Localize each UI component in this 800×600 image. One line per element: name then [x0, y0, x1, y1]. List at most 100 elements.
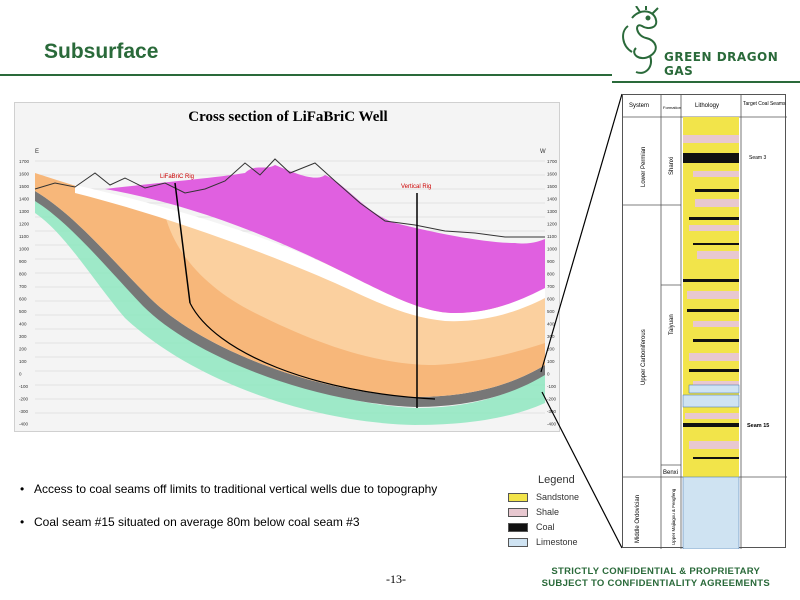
axis-tick-label: 1500 [19, 184, 30, 189]
cross-section-diagram: Cross section of LiFaBriC Well [14, 102, 560, 432]
strat-column-plot: System Formation Lithology Target Coal S… [623, 95, 787, 550]
axis-tick-label: 1600 [547, 172, 558, 177]
page-number: -13- [386, 572, 406, 586]
logo-wordmark: GREEN DRAGON GAS [664, 50, 779, 78]
limestone-swatch [508, 537, 528, 547]
header-target-seams: Target Coal Seams [743, 101, 786, 107]
legend-label: Sandstone [536, 492, 580, 502]
axis-tick-label: 300 [19, 334, 27, 339]
bullet-item: Coal seam #15 situated on average 80m be… [20, 515, 490, 530]
lifabric-rig-label: LiFaBriC Rig [160, 174, 194, 180]
formation-taiyuan: Taiyuan [669, 314, 675, 335]
axis-tick-label: 1200 [19, 222, 30, 227]
confidential-line-1: STRICTLY CONFIDENTIAL & PROPRIETARY [551, 566, 761, 577]
axis-tick-label: 800 [547, 272, 555, 277]
bullet-item: Access to coal seams off limits to tradi… [20, 482, 490, 497]
formation-benxi: Benxi [663, 470, 678, 476]
shale-swatch [508, 507, 528, 517]
axis-tick-label: 1700 [547, 159, 558, 164]
legend-label: Limestone [536, 537, 578, 547]
axis-tick-label: 1500 [547, 184, 558, 189]
teal-layer [35, 198, 545, 425]
legend-item-sandstone: Sandstone [508, 490, 620, 504]
axis-tick-label: 900 [547, 259, 555, 264]
axis-tick-label: 100 [547, 359, 555, 364]
legend-item-limestone: Limestone [508, 535, 620, 549]
axis-tick-label: 700 [547, 284, 555, 289]
axis-tick-label: 400 [547, 322, 555, 327]
axis-tick-label: 500 [547, 309, 555, 314]
axis-tick-label: 1300 [19, 209, 30, 214]
legend-label: Coal [536, 522, 555, 532]
dragon-logo [622, 6, 659, 74]
axis-tick-label: 1000 [547, 247, 558, 252]
axis-tick-label: -200 [19, 397, 29, 402]
bullet-list: Access to coal seams off limits to tradi… [20, 482, 490, 548]
axis-tick-label: 1100 [547, 234, 557, 239]
axis-tick-label: 900 [19, 259, 27, 264]
lifabric-well-line [174, 182, 191, 304]
axis-tick-label: 0 [19, 372, 22, 377]
system-lower-permian: Lower Permian [641, 147, 647, 187]
axis-tick-label: -400 [547, 422, 557, 427]
coal-band [35, 191, 545, 407]
axis-tick-label: -400 [19, 422, 29, 427]
confidentiality-notice: STRICTLY CONFIDENTIAL & PROPRIETARY SUBJ… [542, 566, 770, 590]
axis-tick-label: 1400 [547, 197, 558, 202]
legend-label: Shale [536, 507, 560, 517]
axis-tick-label: 200 [19, 347, 27, 352]
axis-tick-label: 1300 [547, 209, 558, 214]
axis-tick-label: -300 [19, 409, 29, 414]
sandstone-swatch [508, 492, 528, 502]
axis-tick-label: 400 [19, 322, 27, 327]
coal-swatch [508, 522, 528, 532]
axis-tick-label: -100 [547, 384, 557, 389]
axis-tick-label: 1600 [19, 172, 30, 177]
axis-tick-label: 1200 [547, 222, 558, 227]
axis-tick-label: 1700 [19, 159, 30, 164]
axis-tick-label: 100 [19, 359, 27, 364]
axis-tick-label: 700 [19, 284, 27, 289]
axis-tick-label: 600 [19, 297, 27, 302]
cross-section-plot: LiFaBriC Rig Vertical Rig E W 1700 1600 15… [19, 149, 558, 427]
page-title: Subsurface [44, 40, 159, 63]
axis-tick-label: -100 [19, 384, 29, 389]
header-lithology: Lithology [695, 103, 719, 109]
seam-15-label: Seam 15 [747, 423, 769, 429]
axis-tick-label: -200 [547, 397, 557, 402]
formation-majiagou: Upper Majiagou & Fengfeng [671, 488, 676, 545]
axis-tick-label: 800 [19, 272, 27, 277]
axis-tick-label: 1100 [19, 234, 29, 239]
topography-line [34, 158, 545, 238]
system-upper-carboniferous: Upper Carboniferous [641, 329, 647, 385]
legend-item-shale: Shale [508, 505, 620, 519]
axis-tick-label: 0 [547, 372, 550, 377]
axis-tick-label: 200 [547, 347, 555, 352]
formation-shanxi: Shanxi [669, 157, 675, 175]
legend-title: Legend [538, 474, 575, 486]
axis-tick-label: 1400 [19, 197, 30, 202]
stratigraphic-column: System Formation Lithology Target Coal S… [622, 94, 787, 550]
white-band [75, 185, 545, 322]
legend-item-coal: Coal [508, 520, 620, 534]
axis-tick-label: 600 [547, 297, 555, 302]
axis-left-labels: 1700160015001400130012001100100090080070… [19, 159, 30, 427]
dragon-icon [622, 6, 659, 74]
header-system: System [629, 103, 649, 109]
legend: Legend Sandstone Shale Coal Limestone [508, 474, 620, 550]
header-divider-right [612, 81, 800, 83]
axis-tick-label: 500 [19, 309, 27, 314]
confidential-line-2: SUBJECT TO CONFIDENTIALITY AGREEMENTS [541, 578, 770, 589]
vertical-rig-label: Vertical Rig [401, 184, 431, 190]
compass-left: E [35, 149, 39, 155]
axis-tick-label: 1000 [19, 247, 30, 252]
header-formation: Formation [663, 105, 681, 110]
lifabric-well-curve [189, 302, 436, 400]
magenta-layer [105, 165, 545, 313]
header-divider [0, 74, 612, 76]
seam-3-label: Seam 3 [749, 155, 766, 161]
cross-section-title: Cross section of LiFaBriC Well [188, 109, 388, 125]
system-middle-ordovician: Middle Ordovician [635, 495, 641, 543]
compass-right: W [540, 149, 546, 155]
